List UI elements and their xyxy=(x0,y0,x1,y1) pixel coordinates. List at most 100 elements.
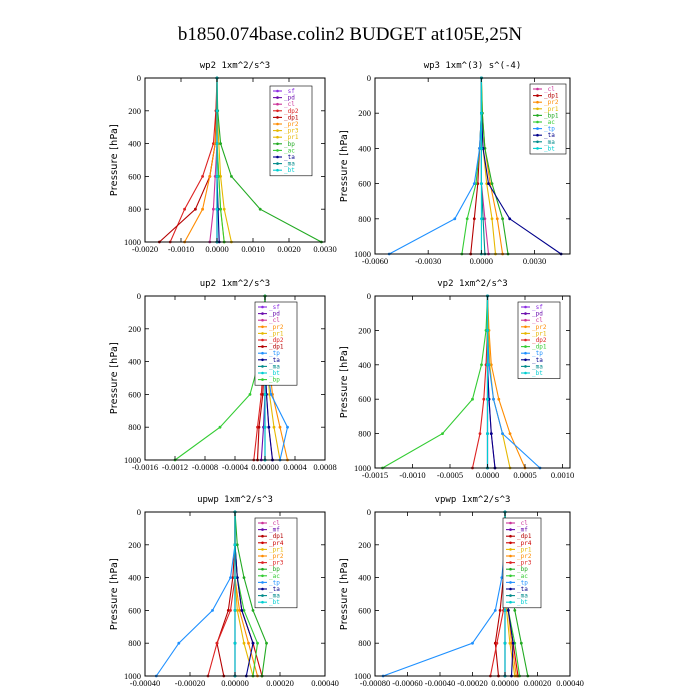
y-tick-label: 0 xyxy=(137,507,141,517)
legend-entry: _sf xyxy=(284,88,295,95)
x-tick-label: 0.0030 xyxy=(523,256,546,266)
legend-entry: _ma xyxy=(544,139,555,146)
y-axis-label: Pressure [hPa] xyxy=(109,558,120,630)
data-point xyxy=(482,397,486,401)
data-point xyxy=(235,543,239,547)
y-tick-label: 600 xyxy=(358,605,371,615)
data-point xyxy=(500,576,504,579)
legend-marker xyxy=(261,305,264,309)
legend-marker xyxy=(524,365,527,368)
y-tick-label: 200 xyxy=(358,108,371,118)
legend-marker xyxy=(261,581,264,584)
x-tick-label: -0.0030 xyxy=(415,256,441,266)
panels: wp2 1xm^2/s^3 -0.0020 -0.0010 0.0000 0.0010 0… xyxy=(109,61,584,688)
data-point xyxy=(519,641,523,645)
legend-entry: _cl xyxy=(269,520,280,527)
series-line-dp2 xyxy=(471,296,489,469)
legend-entry: _ta xyxy=(269,357,280,364)
legend-marker xyxy=(276,168,279,172)
data-point xyxy=(257,425,261,429)
data-point xyxy=(248,393,252,396)
x-tick-label: -0.0012 xyxy=(162,462,188,472)
data-point xyxy=(247,641,250,645)
legend-marker xyxy=(536,100,539,104)
y-tick-label: 1000 xyxy=(124,455,141,465)
legend-entry: _bt xyxy=(284,167,295,174)
data-point xyxy=(269,393,273,396)
data-point xyxy=(486,432,489,435)
legend-marker xyxy=(536,107,539,111)
legend-marker xyxy=(261,312,264,315)
legend-entry: _ma xyxy=(284,161,295,168)
legend-entry: _pr1 xyxy=(284,134,299,141)
data-point xyxy=(233,576,237,579)
y-tick-label: 600 xyxy=(128,171,141,181)
legend-marker xyxy=(261,325,264,329)
legend-marker xyxy=(509,567,512,571)
legend-entry: _pd xyxy=(269,311,280,318)
y-tick-label: 0 xyxy=(367,291,371,301)
chart-title: wp2 1xm^2/s^3 xyxy=(200,61,270,71)
legend-entry: _bp xyxy=(269,377,280,384)
legend-entry: _pd xyxy=(532,311,543,318)
legend-entry: _dp2 xyxy=(284,108,299,115)
data-point xyxy=(490,182,494,186)
legend-entry: _mf xyxy=(517,527,528,534)
legend-entry: _pr3 xyxy=(269,560,284,567)
legend-entry: _bp1 xyxy=(544,112,559,119)
data-point xyxy=(183,207,187,211)
legend-entry: _ma xyxy=(269,363,280,370)
x-tick-label: -0.0010 xyxy=(399,470,425,480)
series-line-bp xyxy=(216,77,322,243)
data-point xyxy=(263,393,267,396)
data-point xyxy=(240,609,244,612)
legend-entry: _bt xyxy=(269,599,280,606)
chart-panel-4: vp2 1xm^2/s^3 -0.0015 -0.0010 -0.0005 0.0000… xyxy=(339,279,574,480)
y-tick-label: 200 xyxy=(358,540,371,550)
legend-entry: _pr3 xyxy=(517,560,532,567)
series-line-bp1 xyxy=(480,77,509,255)
data-point xyxy=(235,576,239,579)
legend-marker xyxy=(536,140,539,144)
series-line-tp xyxy=(382,512,506,677)
data-point xyxy=(258,207,262,211)
y-tick-label: 800 xyxy=(128,422,141,432)
legend-marker xyxy=(261,378,264,381)
legend-marker xyxy=(509,534,512,538)
data-point xyxy=(508,217,512,221)
legend-marker xyxy=(261,587,264,591)
legend-entry: _pr1 xyxy=(517,546,532,553)
data-point xyxy=(238,609,241,612)
legend-marker xyxy=(536,94,539,97)
y-tick-label: 600 xyxy=(128,389,141,399)
data-point xyxy=(218,425,222,429)
y-tick-label: 0 xyxy=(137,291,141,301)
legend-entry: _pr4 xyxy=(269,540,284,547)
plot-frame xyxy=(374,77,571,255)
legend-marker xyxy=(509,521,512,525)
data-point xyxy=(194,207,197,211)
x-tick-label: -0.00020 xyxy=(175,678,205,688)
legend-marker xyxy=(524,345,527,348)
data-point xyxy=(263,425,267,429)
legend-marker xyxy=(261,567,264,571)
data-point xyxy=(513,609,517,612)
x-tick-label: -0.00020 xyxy=(457,678,487,688)
data-point xyxy=(471,641,474,645)
x-tick-label: 0.00040 xyxy=(311,678,339,688)
data-point xyxy=(177,641,181,645)
legend-marker xyxy=(276,102,279,106)
y-tick-label: 400 xyxy=(358,360,371,370)
legend-entry: _tp xyxy=(269,579,280,586)
legend-marker xyxy=(536,147,539,150)
chart-panel-2: wp3 1xm^(3) s^(-4) -0.0060 -0.0030 0.0000 0.… xyxy=(339,61,571,266)
legend-marker xyxy=(276,142,279,146)
x-tick-label: -0.0008 xyxy=(192,462,218,472)
legend-entry: _pr1 xyxy=(532,330,547,337)
legend-entry: _ac xyxy=(544,119,555,126)
data-point xyxy=(480,363,483,367)
y-axis-label: Pressure [hPa] xyxy=(339,346,350,418)
data-point xyxy=(261,393,265,396)
legend-marker xyxy=(524,338,527,342)
data-point xyxy=(233,543,237,547)
